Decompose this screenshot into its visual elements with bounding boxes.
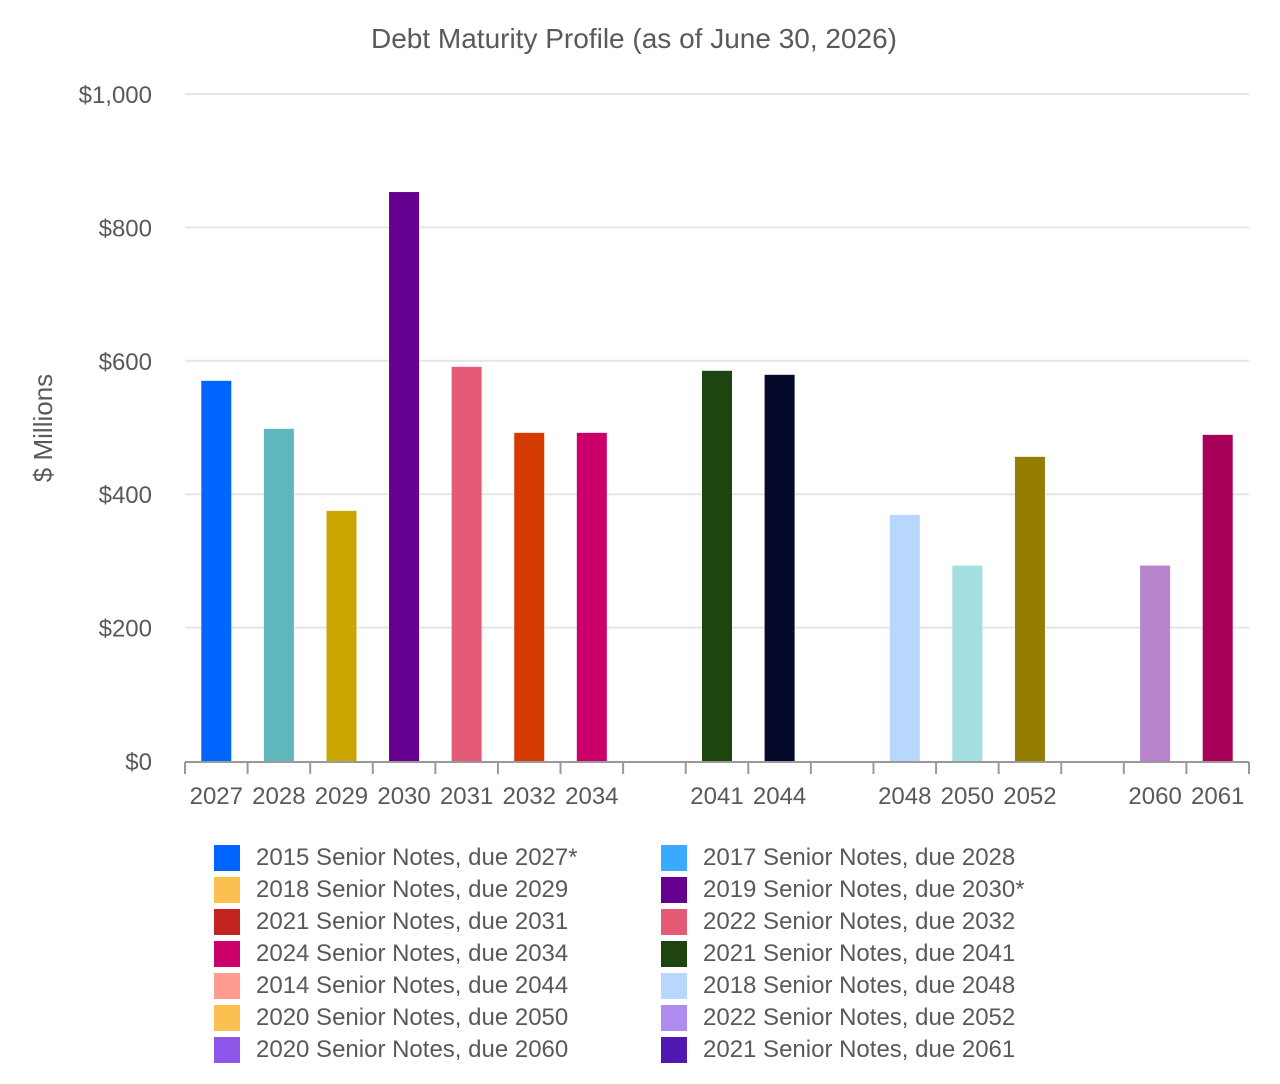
bar-2050 [952,565,983,761]
y-tick-label: $0 [125,749,152,776]
legend-swatch [214,909,240,935]
legend-item[interactable]: 2021 Senior Notes, due 2031 [214,908,661,935]
legend-label: 2019 Senior Notes, due 2030* [703,876,1025,903]
y-tick-label: $800 [99,215,152,242]
legend-item[interactable]: 2021 Senior Notes, due 2061 [661,1036,1061,1063]
bar-2052 [1014,456,1045,761]
legend-label: 2014 Senior Notes, due 2044 [256,972,569,999]
legend-swatch [214,1005,240,1031]
legend-item[interactable]: 2015 Senior Notes, due 2027* [214,844,661,871]
legend-item[interactable]: 2019 Senior Notes, due 2030* [661,876,1061,903]
bar-2030 [389,192,420,761]
x-tick-label: 2044 [753,783,806,810]
legend-label: 2022 Senior Notes, due 2052 [703,1004,1016,1031]
legend-label: 2021 Senior Notes, due 2041 [703,940,1016,967]
y-tick-label: $200 [99,616,152,643]
legend-swatch [661,877,687,903]
bar-2060 [1140,565,1171,761]
legend-swatch [661,1005,687,1031]
legend-label: 2021 Senior Notes, due 2031 [256,908,569,935]
legend-swatch [661,941,687,967]
y-axis-label: $ Millions [28,374,58,482]
bar-2041 [702,370,732,761]
x-tick-label: 2032 [503,783,556,810]
legend-swatch [214,877,240,903]
legend-swatch [661,845,687,871]
y-axis: $0 $200 $400 $600 $800 $1,000 [79,82,152,776]
legend-swatch [214,973,240,999]
x-tick-label: 2041 [690,783,743,810]
legend-label: 2020 Senior Notes, due 2050 [256,1004,569,1031]
legend-label: 2018 Senior Notes, due 2029 [256,876,569,903]
bar-2034 [576,432,607,761]
y-tick-label: $600 [99,349,152,376]
legend-swatch [214,845,240,871]
legend-label: 2022 Senior Notes, due 2032 [703,908,1016,935]
chart-title: Debt Maturity Profile (as of June 30, 20… [371,23,897,54]
legend-item[interactable]: 2022 Senior Notes, due 2052 [661,1004,1061,1031]
legend-label: 2024 Senior Notes, due 2034 [256,940,569,967]
bar-2048 [889,514,920,761]
legend-label: 2021 Senior Notes, due 2061 [703,1036,1016,1063]
bar-2029 [326,510,357,761]
bar-2061 [1202,434,1233,761]
x-tick-label: 2029 [315,783,368,810]
y-tick-label: $400 [99,482,152,509]
x-tick-label: 2060 [1128,783,1181,810]
legend-swatch [214,941,240,967]
bar-2032 [514,432,545,761]
legend-swatch [214,1037,240,1063]
legend-label: 2015 Senior Notes, due 2027* [256,844,578,871]
x-tick-label: 2031 [440,783,493,810]
legend-swatch [661,909,687,935]
bars [201,192,1233,761]
x-tick-label: 2052 [1003,783,1056,810]
bar-2044 [764,374,795,761]
bar-2031 [451,366,482,761]
legend-item[interactable]: 2020 Senior Notes, due 2060 [214,1036,661,1063]
legend-label: 2020 Senior Notes, due 2060 [256,1036,569,1063]
legend-item[interactable]: 2022 Senior Notes, due 2032 [661,908,1061,935]
x-axis: 2027 2028 2029 2030 2031 2032 2034 2041 2044 2048… [184,761,1250,810]
debt-maturity-chart: Debt Maturity Profile (as of June 30, 20… [28,23,1250,810]
legend-swatch [661,973,687,999]
y-tick-label: $1,000 [79,82,152,109]
x-tick-label: 2027 [190,783,243,810]
x-tick-label: 2048 [878,783,931,810]
x-tick-label: 2061 [1191,783,1244,810]
x-tick-label: 2050 [941,783,994,810]
legend-item[interactable]: 2024 Senior Notes, due 2034 [214,940,661,967]
x-tick-label: 2030 [377,783,430,810]
legend-item[interactable]: 2020 Senior Notes, due 2050 [214,1004,661,1031]
bar-2027 [201,380,232,761]
legend-item[interactable]: 2018 Senior Notes, due 2029 [214,876,661,903]
x-tick-label: 2034 [565,783,618,810]
gridlines [185,93,1249,629]
legend-item[interactable]: 2017 Senior Notes, due 2028 [661,844,1061,871]
legend-item[interactable]: 2018 Senior Notes, due 2048 [661,972,1061,999]
legend-item[interactable]: 2014 Senior Notes, due 2044 [214,972,661,999]
legend-swatch [661,1037,687,1063]
legend-item[interactable]: 2021 Senior Notes, due 2041 [661,940,1061,967]
legend-label: 2017 Senior Notes, due 2028 [703,844,1016,871]
bar-2028 [263,428,294,761]
x-tick-label: 2028 [252,783,305,810]
legend-label: 2018 Senior Notes, due 2048 [703,972,1016,999]
legend: 2015 Senior Notes, due 2027* 2017 Senior … [214,844,1074,1063]
